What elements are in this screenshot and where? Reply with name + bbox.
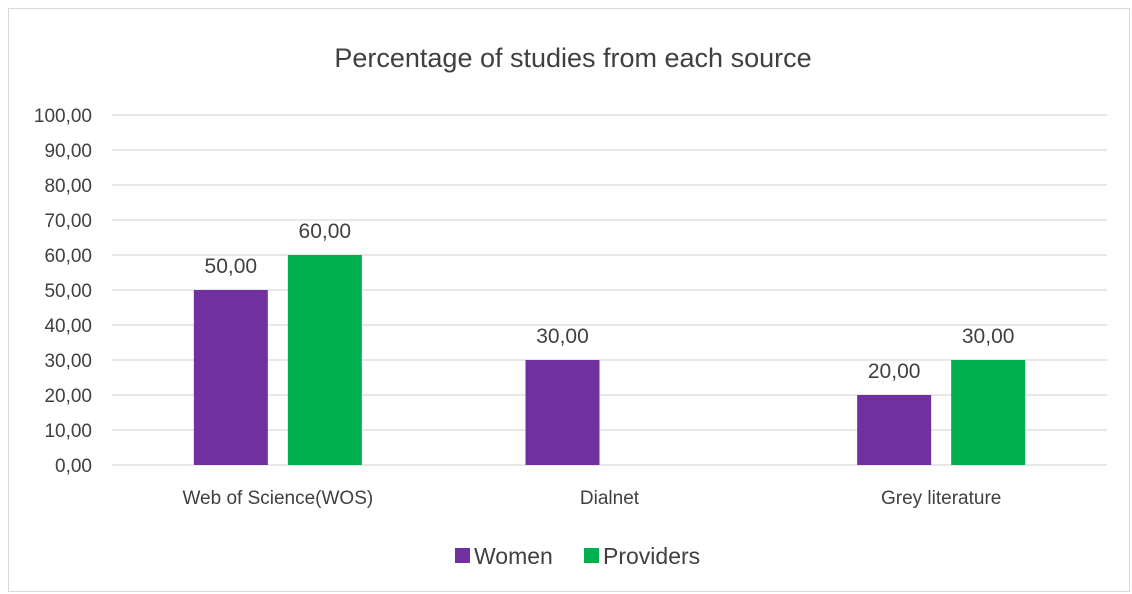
y-axis-ticks: 0,00 10,00 20,00 30,00 40,00 50,00 60,00 70,00 8… (34, 106, 92, 477)
data-label-women-1: 30,00 (536, 325, 589, 348)
bar-providers-0 (287, 255, 362, 465)
data-label-women-2: 20,00 (868, 360, 921, 383)
y-tick-label: 40,00 (44, 316, 92, 337)
legend-label-providers: Providers (603, 543, 700, 569)
gridlines (112, 114, 1107, 466)
data-label-providers-2: 30,00 (962, 325, 1015, 348)
category-label-0: Web of Science(WOS) (182, 488, 373, 509)
y-tick-label: 10,00 (44, 421, 92, 442)
legend-swatch-providers (584, 548, 599, 563)
y-tick-label: 30,00 (44, 351, 92, 372)
y-tick-label: 80,00 (44, 176, 92, 197)
data-labels: 50,00 60,00 30,00 20,00 30,00 (205, 220, 1015, 383)
data-label-women-0: 50,00 (205, 255, 258, 278)
y-tick-label: 60,00 (44, 246, 92, 267)
y-tick-label: 20,00 (44, 386, 92, 407)
x-axis-categories: Web of Science(WOS) Dialnet Grey literatur… (182, 488, 1001, 509)
bars (193, 255, 1026, 465)
legend-swatch-women (455, 548, 470, 563)
category-label-1: Dialnet (580, 488, 640, 509)
chart-title: Percentage of studies from each source (334, 43, 811, 73)
legend: Women Providers (455, 543, 700, 569)
y-tick-label: 50,00 (44, 281, 92, 302)
bar-women-0 (193, 290, 268, 465)
y-tick-label: 100,00 (34, 106, 92, 127)
bar-women-1 (525, 360, 600, 465)
data-label-providers-0: 60,00 (299, 220, 352, 243)
bar-women-2 (857, 395, 932, 465)
y-tick-label: 70,00 (44, 211, 92, 232)
y-tick-label: 0,00 (55, 456, 92, 477)
legend-label-women: Women (474, 543, 553, 569)
bar-providers-2 (951, 360, 1026, 465)
category-label-2: Grey literature (881, 488, 1001, 509)
y-tick-label: 90,00 (44, 141, 92, 162)
